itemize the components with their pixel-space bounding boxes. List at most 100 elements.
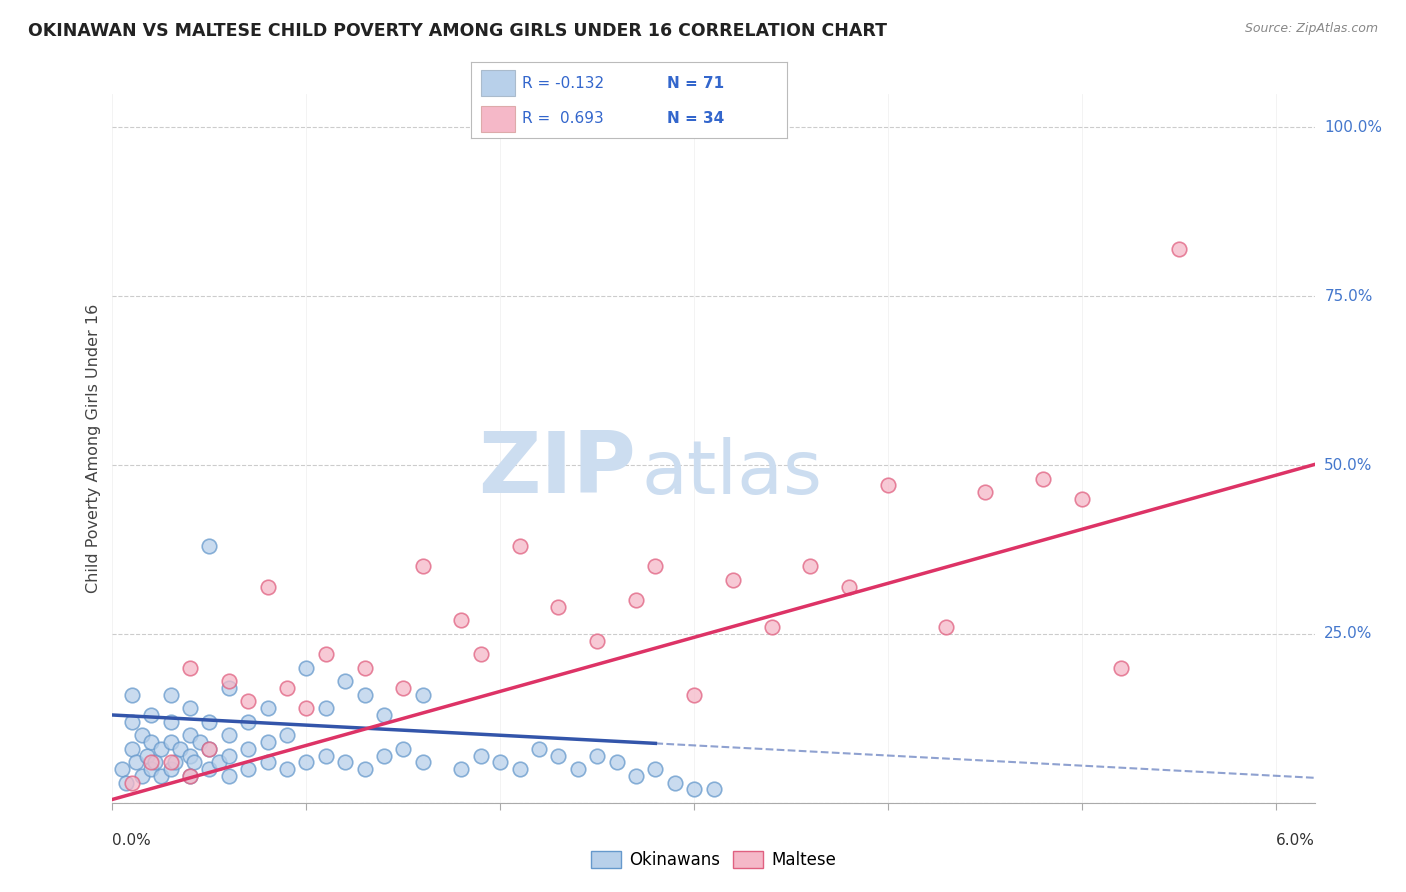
- Y-axis label: Child Poverty Among Girls Under 16: Child Poverty Among Girls Under 16: [86, 303, 101, 593]
- Point: [1167, 242, 1189, 256]
- Text: 25.0%: 25.0%: [1324, 626, 1372, 641]
- Point: [1032, 472, 1054, 486]
- Point: [333, 756, 356, 770]
- Point: [877, 478, 900, 492]
- Point: [315, 701, 337, 715]
- Text: 100.0%: 100.0%: [1324, 120, 1382, 135]
- Point: [276, 728, 298, 742]
- Point: [218, 681, 240, 695]
- Point: [256, 580, 278, 594]
- Point: [799, 559, 821, 574]
- Point: [198, 762, 221, 776]
- Point: [547, 599, 569, 614]
- Point: [624, 769, 647, 783]
- Point: [159, 756, 181, 770]
- Point: [179, 769, 201, 783]
- Text: Source: ZipAtlas.com: Source: ZipAtlas.com: [1244, 22, 1378, 36]
- Point: [169, 741, 191, 756]
- Point: [141, 735, 163, 749]
- Text: ZIP: ZIP: [478, 428, 636, 511]
- Point: [489, 756, 512, 770]
- Point: [412, 559, 434, 574]
- Point: [179, 769, 201, 783]
- Point: [188, 735, 211, 749]
- Text: R =  0.693: R = 0.693: [522, 112, 603, 127]
- Point: [527, 741, 550, 756]
- Point: [276, 681, 298, 695]
- Point: [218, 769, 240, 783]
- Point: [606, 756, 628, 770]
- Point: [141, 708, 163, 723]
- Point: [115, 775, 138, 789]
- Point: [353, 688, 375, 702]
- Point: [470, 647, 492, 661]
- Point: [392, 741, 415, 756]
- Point: [470, 748, 492, 763]
- Point: [276, 762, 298, 776]
- Point: [333, 674, 356, 689]
- Point: [586, 633, 609, 648]
- Text: 75.0%: 75.0%: [1324, 289, 1372, 304]
- Point: [159, 714, 181, 729]
- Point: [143, 756, 166, 770]
- Point: [509, 539, 531, 553]
- Point: [111, 762, 134, 776]
- Point: [121, 714, 143, 729]
- Point: [198, 741, 221, 756]
- Point: [256, 701, 278, 715]
- Text: R = -0.132: R = -0.132: [522, 76, 603, 91]
- Point: [315, 748, 337, 763]
- Point: [450, 614, 472, 628]
- Point: [179, 661, 201, 675]
- Point: [163, 756, 186, 770]
- Text: 50.0%: 50.0%: [1324, 458, 1372, 473]
- Text: OKINAWAN VS MALTESE CHILD POVERTY AMONG GIRLS UNDER 16 CORRELATION CHART: OKINAWAN VS MALTESE CHILD POVERTY AMONG …: [28, 22, 887, 40]
- Point: [159, 688, 181, 702]
- Point: [353, 762, 375, 776]
- Point: [644, 559, 666, 574]
- Point: [121, 688, 143, 702]
- Point: [238, 741, 260, 756]
- Point: [208, 756, 231, 770]
- Point: [412, 756, 434, 770]
- Point: [179, 701, 201, 715]
- Point: [683, 688, 706, 702]
- Point: [256, 735, 278, 749]
- Point: [412, 688, 434, 702]
- Point: [721, 573, 744, 587]
- Text: atlas: atlas: [641, 436, 823, 509]
- Point: [664, 775, 686, 789]
- FancyBboxPatch shape: [481, 70, 516, 96]
- Point: [586, 748, 609, 763]
- Point: [238, 714, 260, 729]
- Point: [198, 741, 221, 756]
- Point: [509, 762, 531, 776]
- Point: [974, 485, 997, 500]
- Legend: Okinawans, Maltese: Okinawans, Maltese: [583, 845, 844, 876]
- Point: [198, 539, 221, 553]
- Point: [295, 756, 318, 770]
- Point: [935, 620, 957, 634]
- Point: [141, 756, 163, 770]
- Point: [315, 647, 337, 661]
- Point: [450, 762, 472, 776]
- Point: [125, 756, 148, 770]
- Point: [702, 782, 725, 797]
- Point: [238, 694, 260, 708]
- Point: [131, 769, 153, 783]
- Point: [179, 728, 201, 742]
- Point: [159, 735, 181, 749]
- Point: [392, 681, 415, 695]
- Text: 0.0%: 0.0%: [112, 832, 152, 847]
- Point: [198, 714, 221, 729]
- Point: [567, 762, 589, 776]
- Point: [238, 762, 260, 776]
- Point: [121, 775, 143, 789]
- Text: N = 34: N = 34: [668, 112, 724, 127]
- Point: [121, 741, 143, 756]
- Point: [136, 748, 159, 763]
- Point: [183, 756, 205, 770]
- Point: [624, 593, 647, 607]
- Point: [179, 748, 201, 763]
- Point: [141, 762, 163, 776]
